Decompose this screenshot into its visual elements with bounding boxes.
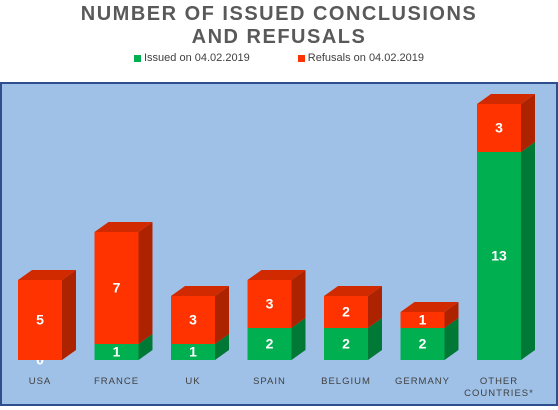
bar — [324, 296, 368, 328]
bar — [247, 328, 292, 360]
bar — [477, 104, 521, 152]
bar-top — [477, 94, 535, 104]
bar — [171, 344, 215, 360]
bar-top — [324, 286, 382, 296]
value-label: 2 — [342, 336, 350, 352]
chart-title: NUMBER OF ISSUED CONCLUSIONS AND REFUSAL… — [80, 3, 478, 48]
bar — [400, 312, 445, 328]
legend: Issued on 04.02.2019 Refusals on 04.02.20… — [0, 52, 558, 64]
bar-side — [62, 270, 76, 360]
value-label: 13 — [491, 248, 507, 264]
bar-top — [400, 302, 459, 312]
bar-side — [521, 142, 535, 360]
bar-side — [138, 222, 153, 344]
bar-side — [215, 334, 229, 360]
value-label: 5 — [36, 312, 44, 328]
bar — [94, 344, 139, 360]
value-label: 2 — [266, 336, 274, 352]
bar-top — [94, 222, 153, 232]
legend-label: Issued on 04.02.2019 — [143, 52, 250, 64]
bar — [400, 328, 445, 360]
title-box: NUMBER OF ISSUED CONCLUSIONS AND REFUSAL… — [0, 3, 558, 49]
bar-side — [215, 286, 229, 344]
value-label: 2 — [342, 304, 350, 320]
bar-top — [18, 270, 76, 280]
legend-swatch — [133, 54, 141, 62]
bar — [18, 280, 62, 360]
x-tick-label: OTHER COUNTRIES* — [464, 376, 534, 399]
value-label: 2 — [419, 336, 427, 352]
bar-side — [521, 94, 535, 152]
value-label: 3 — [189, 312, 197, 328]
bar — [247, 280, 292, 328]
legend-item: Issued on 04.02.2019 — [133, 52, 250, 64]
value-label: 1 — [113, 344, 121, 360]
x-tick-label: UK — [185, 376, 201, 387]
bar-side — [368, 286, 382, 328]
bar-side — [444, 302, 459, 328]
legend-swatch — [297, 54, 305, 62]
x-tick-label: SPAIN — [253, 376, 286, 387]
x-tick-label: BELGIUM — [321, 376, 371, 387]
bar — [477, 152, 521, 360]
bar-top — [171, 286, 229, 296]
value-label: 7 — [113, 280, 121, 296]
x-tick-label: USA — [28, 376, 52, 387]
bar — [171, 296, 215, 344]
value-label: 3 — [266, 296, 274, 312]
bar-top — [247, 270, 306, 280]
legend-label: Refusals on 04.02.2019 — [307, 52, 424, 64]
bar-side — [138, 334, 153, 360]
x-tick-label: FRANCE — [93, 376, 140, 387]
value-label: 1 — [419, 312, 427, 328]
value-label: 3 — [495, 120, 503, 136]
legend-item: Refusals on 04.02.2019 — [297, 52, 424, 64]
bar-side — [444, 318, 459, 360]
bar-side — [368, 318, 382, 360]
bar — [324, 328, 368, 360]
bar-side — [291, 318, 306, 360]
value-label: 1 — [189, 344, 197, 360]
x-tick-label: GERMANY — [394, 376, 451, 387]
bar-side — [291, 270, 306, 328]
bar — [94, 232, 139, 344]
